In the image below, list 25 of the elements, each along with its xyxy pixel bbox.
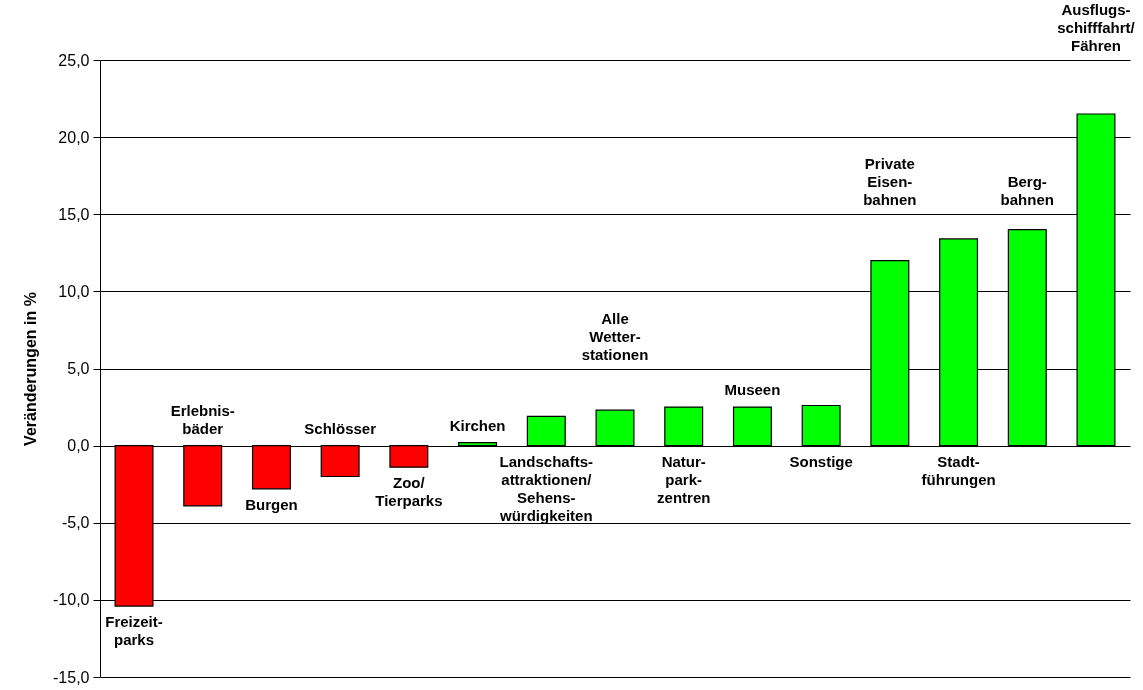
x-tick-label: Museen: [724, 381, 781, 399]
x-tick-label: Natur- park- zentren: [657, 452, 711, 506]
x-tick-label: Berg- bahnen: [1000, 173, 1054, 209]
y-tick-label: -10,0: [53, 591, 90, 609]
y-tick-label: 25,0: [58, 51, 90, 69]
y-tick-label: 0,0: [67, 437, 90, 455]
y-tick-label: -15,0: [53, 668, 90, 686]
x-tick-label: Sonstige: [789, 452, 853, 470]
x-tick-label: Erlebnis- bäder: [170, 401, 235, 437]
x-tick-label: Freizeit- parks: [105, 613, 163, 649]
y-tick-label: 10,0: [58, 282, 90, 300]
y-tick-label: 5,0: [67, 360, 90, 377]
x-tick-label: Schlösser: [304, 419, 377, 437]
x-tick-label: Private Eisen- bahnen: [863, 155, 917, 209]
y-tick-label: 15,0: [58, 205, 90, 223]
x-tick-label: Landschafts- attraktionen/ Sehens- würdigkeiten: [499, 452, 593, 524]
x-tick-label: Ausflugs- schifffahrt/ Fähren: [1057, 1, 1136, 54]
x-tick-label: Burgen: [245, 495, 298, 513]
y-tick-label: 20,0: [58, 128, 90, 146]
x-tick-label: Stadt- führungen: [921, 452, 996, 488]
x-tick-label: Kirchen: [449, 416, 506, 434]
x-tick-label: Alle Wetter- stationen: [581, 309, 649, 363]
y-axis-title: Veränderungen in %: [22, 292, 40, 446]
x-tick-label: Zoo/ Tierparks: [375, 474, 443, 510]
y-tick-label: -5,0: [61, 514, 90, 532]
